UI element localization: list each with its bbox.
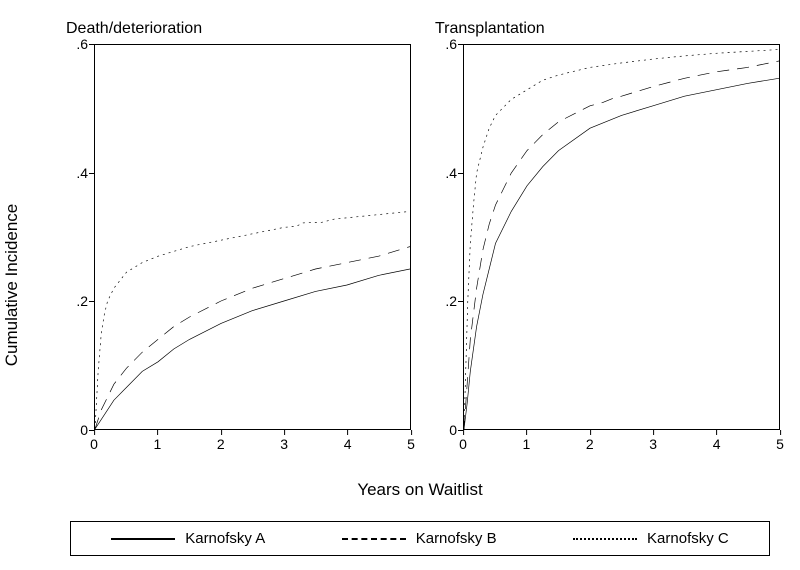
x-tick: 0 (90, 436, 98, 452)
figure-root: Cumulative Incidence Death/deterioration… (0, 0, 800, 570)
plot-area (463, 44, 780, 430)
x-tick: 1 (153, 436, 161, 452)
x-tick: 1 (522, 436, 530, 452)
x-ticks: 012345 (463, 430, 780, 470)
legend-label: Karnofsky B (416, 530, 497, 547)
y-tick: .4 (445, 165, 457, 181)
legend-item-karnofsky_a: Karnofsky A (111, 530, 265, 547)
series-karnofsky_a (95, 269, 410, 429)
y-ticks: 0.2.4.6 (429, 44, 463, 430)
legend: Karnofsky A Karnofsky B Karnofsky C (70, 521, 770, 556)
legend-item-karnofsky_c: Karnofsky C (573, 530, 729, 547)
y-tick: .2 (445, 293, 457, 309)
y-tick: .4 (76, 165, 88, 181)
series-karnofsky_a (464, 78, 779, 429)
x-tick: 2 (217, 436, 225, 452)
legend-swatch (342, 538, 406, 540)
legend-swatch (573, 538, 637, 540)
x-tick: 5 (407, 436, 415, 452)
x-ticks: 012345 (94, 430, 411, 470)
x-tick: 5 (776, 436, 784, 452)
x-tick: 0 (459, 436, 467, 452)
y-tick: .6 (445, 36, 457, 52)
y-ticks: 0.2.4.6 (60, 44, 94, 430)
series-karnofsky_c (464, 49, 779, 429)
x-tick: 3 (649, 436, 657, 452)
y-tick: 0 (80, 422, 88, 438)
y-tick: 0 (449, 422, 457, 438)
legend-label: Karnofsky C (647, 530, 729, 547)
panels-container: Death/deterioration0.2.4.6012345Transpla… (60, 20, 780, 470)
plot-area (94, 44, 411, 430)
x-axis-label: Years on Waitlist (60, 480, 780, 500)
y-axis-label: Cumulative Incidence (2, 204, 22, 367)
x-tick: 4 (713, 436, 721, 452)
chart-svg (95, 45, 410, 429)
series-karnofsky_c (95, 211, 410, 429)
y-tick: .6 (76, 36, 88, 52)
x-tick: 4 (344, 436, 352, 452)
panel-1: Transplantation0.2.4.6012345 (429, 20, 780, 470)
x-tick: 3 (280, 436, 288, 452)
series-karnofsky_b (95, 247, 410, 429)
legend-label: Karnofsky A (185, 530, 265, 547)
legend-item-karnofsky_b: Karnofsky B (342, 530, 497, 547)
x-tick: 2 (586, 436, 594, 452)
panel-0: Death/deterioration0.2.4.6012345 (60, 20, 411, 470)
legend-swatch (111, 538, 175, 540)
y-tick: .2 (76, 293, 88, 309)
series-karnofsky_b (464, 61, 779, 429)
chart-svg (464, 45, 779, 429)
